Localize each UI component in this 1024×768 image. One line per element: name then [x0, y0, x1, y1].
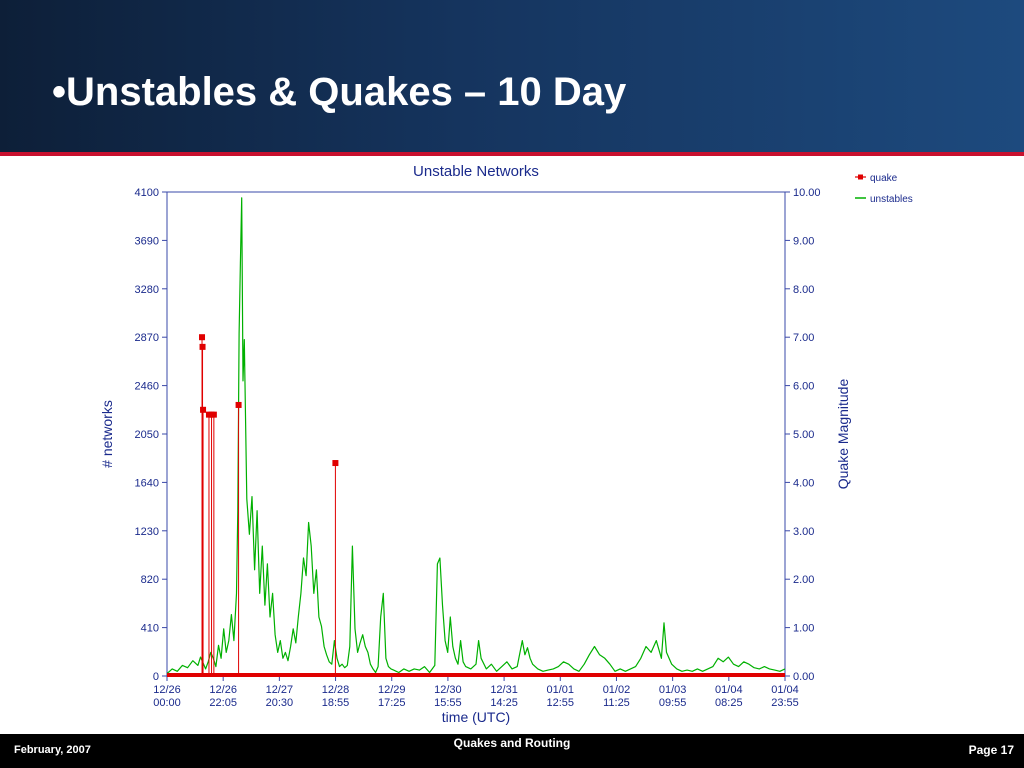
- legend-quake-marker: [858, 174, 863, 180]
- legend: quake unstables: [855, 173, 913, 205]
- x-tick-time: 20:30: [266, 697, 294, 709]
- slide-title: •Unstables & Quakes – 10 Day: [52, 70, 627, 114]
- x-tick-time: 14:25: [490, 697, 518, 709]
- y-right-tick-label: 4.00: [793, 477, 814, 489]
- y-right-tick-label: 5.00: [793, 429, 814, 441]
- x-tick-time: 22:05: [209, 697, 237, 709]
- y-left-tick-label: 0: [153, 671, 159, 683]
- chart-area: Unstable Networks 4100 3690 3280 2870 2460 20…: [0, 156, 1024, 734]
- quake-point: [199, 343, 206, 350]
- x-tick-time: 00:00: [153, 697, 181, 709]
- x-tick-date: 12/26: [209, 684, 237, 696]
- footer-date: February, 2007: [14, 744, 91, 756]
- y-left-tick-label: 2050: [135, 429, 159, 441]
- x-tick-date: 12/26: [153, 684, 181, 696]
- x-tick-date: 01/04: [771, 684, 799, 696]
- y-left-tick-label: 3690: [135, 235, 159, 247]
- unstables-series: [166, 197, 786, 675]
- x-tick-time: 08:25: [715, 697, 743, 709]
- y-right-tick-label: 2.00: [793, 574, 814, 586]
- y-left-tick-label: 1640: [135, 477, 159, 489]
- slide-header: •Unstables & Quakes – 10 Day: [0, 0, 1024, 152]
- y-left-tick-label: 2460: [135, 381, 159, 393]
- x-tick-date: 12/28: [322, 684, 350, 696]
- footer-topic: Quakes and Routing: [453, 736, 571, 750]
- unstables-line: [166, 197, 786, 675]
- x-tick-time: 11:25: [603, 697, 630, 709]
- x-tick-date: 01/03: [659, 684, 687, 696]
- x-tick-date: 12/27: [266, 684, 294, 696]
- y-right-tick-label: 9.00: [793, 235, 814, 247]
- x-tick-time: 17:25: [378, 697, 406, 709]
- y-right-tick-label: 6.00: [793, 381, 814, 393]
- x-tick-time: 12:55: [547, 697, 575, 709]
- x-tick-time: 15:55: [434, 697, 462, 709]
- y-right-tick-label: 7.00: [793, 332, 814, 344]
- header-divider: [0, 152, 1024, 156]
- x-tick-date: 01/04: [715, 684, 743, 696]
- legend-quake-label: quake: [870, 173, 898, 184]
- footer-page-number: Page 17: [968, 743, 1014, 757]
- slide-footer: February, 2007 Quakes and Routing Page 1…: [0, 734, 1024, 768]
- y-left-tick-label: 3280: [135, 284, 159, 296]
- chart-title: Unstable Networks: [413, 163, 539, 180]
- x-tick-date: 01/01: [547, 684, 575, 696]
- y-left-tick-label: 820: [141, 574, 159, 586]
- y-axis-right: 10.00 9.00 8.00 7.00 6.00 5.00 4.00 3.00 2.00 1.0…: [785, 187, 821, 683]
- x-tick-time: 18:55: [322, 697, 350, 709]
- quake-point: [210, 411, 217, 418]
- y-right-tick-label: 0.00: [793, 671, 814, 683]
- y-axis-right-label: Quake Magnitude: [835, 379, 851, 490]
- quake-point: [199, 334, 206, 341]
- x-tick-date: 12/29: [378, 684, 406, 696]
- y-right-tick-label: 3.00: [793, 526, 814, 538]
- x-tick-date: 12/31: [490, 684, 518, 696]
- x-tick-time: 23:55: [771, 697, 799, 709]
- y-right-tick-label: 8.00: [793, 284, 814, 296]
- y-right-tick-label: 1.00: [793, 623, 814, 635]
- quake-point: [235, 401, 242, 408]
- y-left-tick-label: 1230: [135, 526, 159, 538]
- unstable-networks-chart: Unstable Networks 4100369032802870246020…: [99, 163, 913, 725]
- x-tick-time: 09:55: [659, 697, 687, 709]
- y-left-tick-label: 2870: [135, 332, 159, 344]
- quake-point: [200, 406, 207, 413]
- y-axis-left-label: # networks: [99, 400, 115, 468]
- x-tick-date: 12/30: [434, 684, 462, 696]
- quake-point: [332, 460, 339, 467]
- x-axis: 12/2600:0012/2622:0512/2720:3012/2818:55…: [153, 676, 799, 709]
- plot-frame: [166, 191, 786, 677]
- x-axis-label: time (UTC): [442, 709, 510, 725]
- legend-unstables-label: unstables: [870, 194, 913, 205]
- quake-series: [167, 334, 785, 677]
- y-right-tick-label: 10.00: [793, 187, 821, 199]
- y-left-tick-label: 4100: [135, 187, 159, 199]
- y-left-tick-label: 410: [141, 623, 159, 635]
- x-tick-date: 01/02: [603, 684, 631, 696]
